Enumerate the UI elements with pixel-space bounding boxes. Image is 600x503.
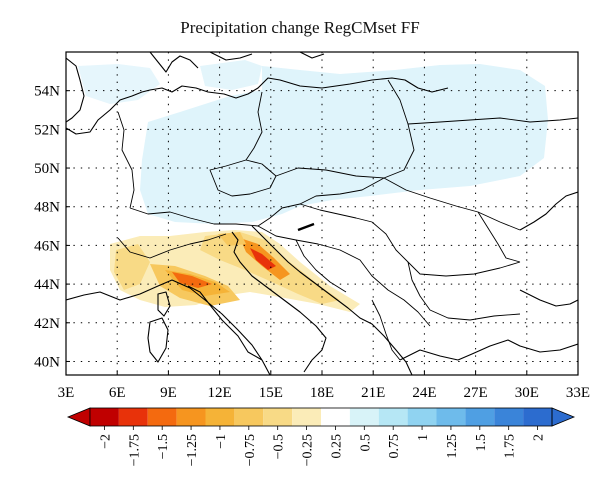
colorbar-segment: [407, 408, 437, 426]
border-germany-czechia: [209, 159, 277, 197]
lake-balaton: [297, 222, 315, 232]
coastline-black-sea: [519, 191, 578, 307]
colorbar-segment: [494, 408, 524, 426]
latitude-labels: 40N 42N 44N 46N 48N 50N 52N 54N: [34, 84, 60, 371]
border-germany-poland: [245, 91, 263, 161]
colorbar-label: 1.25: [445, 434, 460, 459]
colorbar-label: 2: [532, 434, 547, 441]
colorbar-label: −0.75: [243, 434, 258, 466]
field-negative-slovenia: [218, 232, 246, 246]
tick-label-lat: 42N: [34, 316, 60, 332]
colorbar-segment: [147, 408, 177, 426]
coastline-greece: [399, 339, 578, 361]
border-alps: [129, 207, 271, 227]
coastline-continental-europe: [66, 77, 449, 375]
tick-label-lat: 48N: [34, 200, 60, 216]
field-negative-ligurian-max: [172, 272, 212, 288]
colorbar-segment: [292, 408, 321, 426]
colorbar-label: 0.25: [329, 434, 344, 459]
border-ukraine-romania: [383, 177, 521, 231]
border-poland-east: [275, 79, 415, 179]
colorbar-outline: [89, 407, 553, 427]
field-positive-north-sea: [78, 64, 160, 104]
tick-label-lon: 12E: [208, 385, 232, 401]
border-hungary-romania: [371, 221, 521, 277]
graticule: [65, 52, 579, 375]
tick-label-lat: 40N: [34, 354, 60, 370]
basemap-layer: [66, 52, 578, 375]
precipitation-field-layer: [78, 60, 548, 312]
border-austria-hungary: [269, 203, 373, 223]
longitude-labels: 3E 6E 9E 12E 15E 18E 21E 24E 27E 30E 33E: [58, 385, 590, 401]
colorbar-label: −0.5: [272, 434, 287, 459]
colorbar-segment: [176, 408, 206, 426]
tick-label-lon: 30E: [515, 385, 539, 401]
field-positive-northern-europe: [140, 64, 548, 224]
tick-label-lon: 9E: [160, 385, 177, 401]
border-france-germany: [117, 111, 135, 209]
island-corsica: [157, 291, 171, 317]
colorbar-segment: [234, 408, 264, 426]
colorbar-segment: [349, 408, 379, 426]
country-borders: [117, 79, 578, 361]
tick-label-lon: 24E: [412, 385, 436, 401]
island-sardinia: [147, 317, 169, 363]
border-slovakia: [299, 177, 385, 205]
colorbar-segment: [321, 408, 350, 426]
colorbar-label: 0.75: [387, 434, 402, 459]
colorbar-label: −0.25: [301, 434, 316, 466]
colorbar-label: −1.75: [127, 434, 142, 466]
colorbar-label: 0.5: [358, 434, 373, 452]
tick-label-lon: 6E: [109, 385, 126, 401]
colorbar-segment: [436, 408, 466, 426]
border-bosnia: [295, 239, 347, 293]
border-moldova: [477, 211, 521, 263]
colorbar-label: 1.5: [474, 434, 489, 452]
map-title: Precipitation change RegCMset FF: [180, 18, 420, 37]
tick-label-lat: 54N: [34, 84, 60, 100]
border-belarus-ukraine: [407, 117, 578, 125]
colorbar-label: −1.5: [156, 434, 171, 459]
colorbar-extend-min: [66, 407, 91, 427]
tick-label-lat: 46N: [34, 238, 60, 254]
border-italy-north: [117, 233, 227, 259]
colorbar-segment: [90, 408, 119, 426]
border-balkans: [257, 225, 431, 327]
colorbar-label: 1.75: [503, 434, 518, 459]
colorbar-segment: [378, 408, 408, 426]
colorbar-label: −1: [214, 434, 229, 449]
tick-label-lon: 21E: [361, 385, 385, 401]
tick-label-lon: 27E: [464, 385, 488, 401]
colorbar-segment: [205, 408, 235, 426]
coastline-scandinavia: [149, 52, 325, 73]
border-albania: [371, 299, 401, 361]
tick-label-lat: 44N: [34, 277, 60, 293]
field-positive-iceland-sea: [200, 60, 262, 90]
tick-label-lat: 52N: [34, 122, 60, 138]
tick-label-lon: 15E: [259, 385, 283, 401]
colorbar-segment: [523, 408, 552, 426]
coastline-italy-east: [231, 231, 327, 373]
colorbar-segment: [263, 408, 293, 426]
tick-label-lat: 50N: [34, 161, 60, 177]
colorbar-extend-max: [551, 407, 576, 427]
colorbar-segment: [118, 408, 148, 426]
tick-label-lon: 33E: [566, 385, 590, 401]
tick-label-lon: 18E: [310, 385, 334, 401]
field-negative-dinaric-max: [250, 248, 276, 270]
colorbar-label: 1: [416, 434, 431, 441]
tick-label-lon: 3E: [58, 385, 75, 401]
colorbar-segment: [465, 408, 495, 426]
colorbar-label: −2: [98, 434, 113, 449]
border-serbia-bulgaria: [407, 261, 521, 321]
colorbar-label: −1.25: [185, 434, 200, 466]
colorbar: −2 −1.75 −1.5 −1.25 −1 −0.75 −0.5 −0.25 0.25 0.5 0…: [66, 407, 576, 466]
coastline-britain: [66, 57, 85, 123]
